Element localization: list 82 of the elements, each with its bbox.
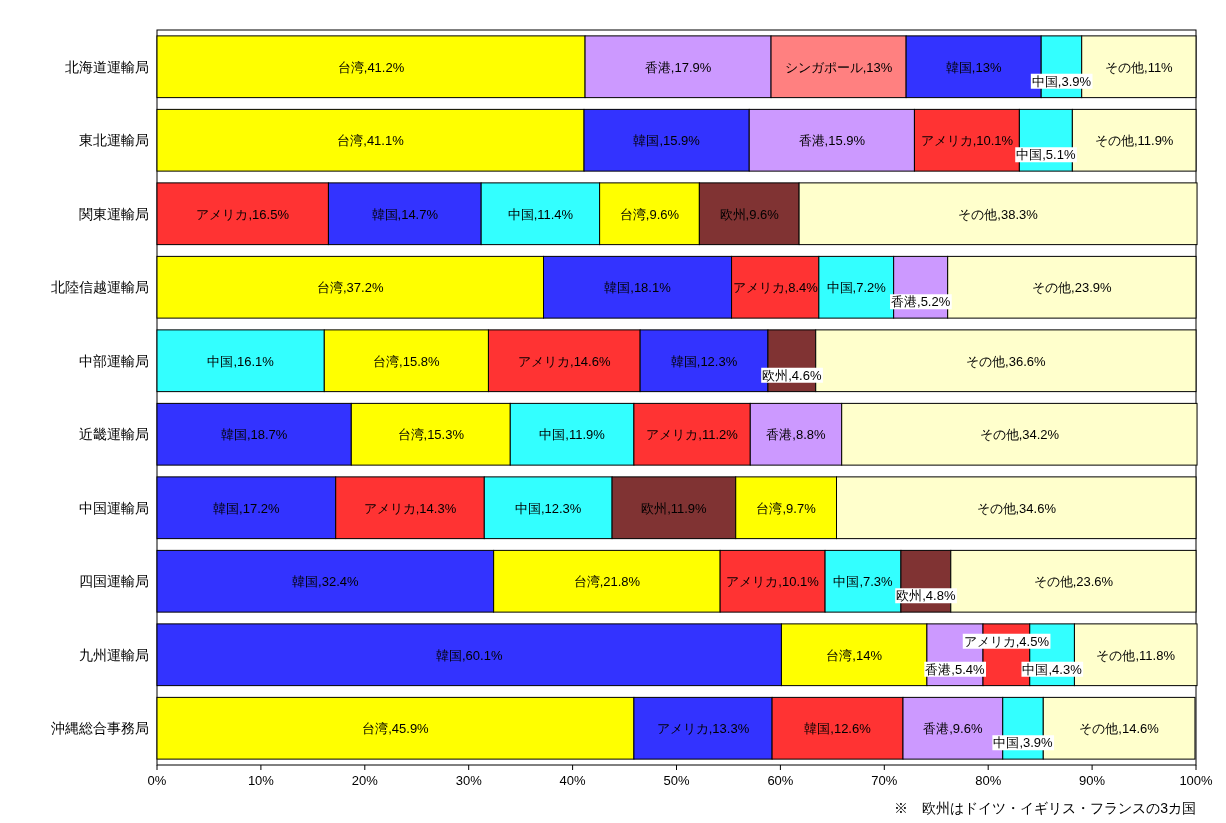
x-tick-label: 60% bbox=[767, 773, 794, 788]
data-label: アメリカ,10.1% bbox=[920, 133, 1014, 149]
y-tick-label: 九州運輸局 bbox=[79, 646, 149, 663]
data-label: 香港,5.2% bbox=[891, 294, 951, 310]
data-label: 香港,9.6% bbox=[923, 721, 983, 737]
data-label: アメリカ,11.2% bbox=[646, 427, 739, 443]
data-label: 中国,5.1% bbox=[1016, 147, 1076, 163]
data-label: その他,34.2% bbox=[979, 427, 1060, 443]
y-tick-label: 中国運輸局 bbox=[79, 499, 149, 516]
x-tick-label: 100% bbox=[1179, 773, 1214, 788]
y-tick-label: 沖縄総合事務局 bbox=[51, 720, 149, 737]
y-tick-label: 中部運輸局 bbox=[79, 352, 149, 369]
y-tick-label: 北陸信越運輸局 bbox=[51, 279, 149, 296]
data-label: アメリカ,13.3% bbox=[656, 721, 750, 737]
data-label: 香港,17.9% bbox=[644, 59, 712, 75]
data-label: 中国,11.9% bbox=[539, 427, 606, 443]
data-label: 韓国,15.9% bbox=[633, 133, 701, 149]
data-label: 韓国,12.3% bbox=[670, 353, 738, 369]
data-label: 中国,7.2% bbox=[826, 280, 887, 296]
data-label: その他,23.6% bbox=[1033, 574, 1114, 590]
x-tick-label: 90% bbox=[1079, 773, 1106, 788]
data-label: 韓国,18.1% bbox=[604, 280, 672, 296]
data-label: その他,36.6% bbox=[966, 353, 1047, 369]
data-label: 台湾,41.1% bbox=[337, 133, 405, 149]
data-label: 台湾,15.8% bbox=[373, 353, 441, 369]
x-tick-label: 20% bbox=[351, 773, 379, 788]
x-tick-label: 30% bbox=[455, 773, 483, 788]
data-label: その他,34.6% bbox=[976, 500, 1057, 516]
data-label: 中国,3.9% bbox=[1031, 73, 1092, 89]
data-label: その他,23.9% bbox=[1032, 280, 1113, 296]
y-tick-label: 東北運輸局 bbox=[79, 132, 149, 149]
data-label: 台湾,45.9% bbox=[362, 721, 430, 737]
data-label: アメリカ,14.6% bbox=[518, 353, 611, 369]
data-label: 香港,8.8% bbox=[766, 427, 827, 443]
data-label: 台湾,37.2% bbox=[317, 280, 384, 296]
y-tick-label: 四国運輸局 bbox=[79, 573, 149, 590]
data-label: 香港,5.4% bbox=[925, 661, 986, 677]
text: ※ 欧州はドイツ・イギリス・フランスの3カ国 bbox=[894, 800, 1196, 816]
data-label: アメリカ,10.1% bbox=[726, 574, 820, 590]
data-label: 中国,3.9% bbox=[993, 735, 1054, 751]
data-label: 台湾,14% bbox=[826, 647, 883, 663]
data-label: その他,11.8% bbox=[1096, 647, 1176, 663]
data-label: 中国,4.3% bbox=[1022, 661, 1083, 677]
data-label: アメリカ,4.5% bbox=[963, 633, 1050, 649]
x-tick-label: 0% bbox=[147, 773, 167, 788]
data-label: 台湾,15.3% bbox=[397, 427, 465, 443]
data-label: 韓国,32.4% bbox=[292, 574, 359, 590]
data-label: シンガポール,13% bbox=[784, 59, 893, 75]
data-label: アメリカ,8.4% bbox=[732, 280, 819, 296]
data-label: アメリカ,16.5% bbox=[196, 206, 290, 222]
data-label: 韓国,12.6% bbox=[804, 721, 872, 737]
x-tick-label: 40% bbox=[559, 773, 587, 788]
data-label: 韓国,60.1% bbox=[435, 647, 503, 663]
data-label: 欧州,9.6% bbox=[719, 206, 780, 222]
y-tick-label: 北海道運輸局 bbox=[65, 58, 149, 75]
data-label: 中国,7.3% bbox=[833, 574, 894, 590]
x-tick-label: 80% bbox=[975, 773, 1002, 788]
x-tick-label: 10% bbox=[247, 773, 275, 788]
x-tick-label: 70% bbox=[871, 773, 898, 788]
data-label: その他,38.3% bbox=[958, 206, 1039, 222]
data-label: 台湾,41.2% bbox=[337, 59, 405, 75]
y-tick-label: 近畿運輸局 bbox=[79, 426, 149, 443]
data-label: 台湾,9.7% bbox=[756, 500, 817, 516]
data-label: 中国,12.3% bbox=[514, 500, 582, 516]
data-label: 香港,15.9% bbox=[798, 133, 866, 149]
data-label: 中国,11.4% bbox=[507, 206, 574, 222]
data-label: その他,11.9% bbox=[1094, 133, 1174, 149]
x-tick-label: 50% bbox=[663, 773, 690, 788]
data-label: 欧州,4.8% bbox=[896, 588, 956, 604]
data-label: 欧州,4.6% bbox=[762, 367, 822, 383]
data-label: アメリカ,14.3% bbox=[363, 500, 457, 516]
data-label: 韓国,13% bbox=[945, 59, 1002, 75]
data-label: 欧州,11.9% bbox=[641, 500, 708, 516]
data-label: その他,14.6% bbox=[1079, 721, 1160, 737]
data-label: 韓国,18.7% bbox=[220, 427, 288, 443]
data-label: 台湾,9.6% bbox=[619, 206, 680, 222]
data-label: 韓国,14.7% bbox=[371, 206, 439, 222]
data-label: 中国,16.1% bbox=[207, 353, 275, 369]
y-tick-label: 関東運輸局 bbox=[79, 205, 149, 222]
data-label: その他,11% bbox=[1105, 59, 1174, 75]
data-label: 韓国,17.2% bbox=[213, 500, 281, 516]
data-label: 台湾,21.8% bbox=[573, 574, 641, 590]
